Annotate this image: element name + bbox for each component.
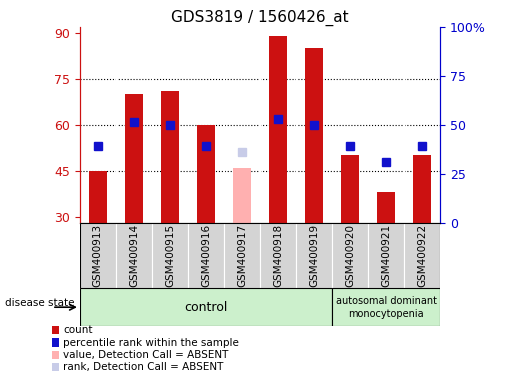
Bar bbox=[188, 27, 224, 223]
Bar bbox=[404, 223, 440, 288]
Text: disease state: disease state bbox=[5, 298, 75, 308]
Bar bbox=[80, 288, 332, 326]
Text: GSM400922: GSM400922 bbox=[417, 224, 427, 287]
Text: value, Detection Call = ABSENT: value, Detection Call = ABSENT bbox=[63, 350, 229, 360]
Bar bbox=[80, 27, 116, 223]
Text: GSM400914: GSM400914 bbox=[129, 224, 139, 287]
Bar bbox=[116, 223, 152, 288]
Text: count: count bbox=[63, 325, 93, 335]
Text: percentile rank within the sample: percentile rank within the sample bbox=[63, 338, 239, 348]
Bar bbox=[260, 27, 296, 223]
Bar bbox=[152, 223, 188, 288]
Bar bbox=[404, 27, 440, 223]
Title: GDS3819 / 1560426_at: GDS3819 / 1560426_at bbox=[171, 9, 349, 25]
Bar bbox=[197, 125, 215, 223]
Bar bbox=[152, 27, 188, 223]
Bar bbox=[332, 288, 440, 326]
Text: GSM400915: GSM400915 bbox=[165, 224, 175, 287]
Text: rank, Detection Call = ABSENT: rank, Detection Call = ABSENT bbox=[63, 362, 224, 372]
Text: GSM400919: GSM400919 bbox=[309, 224, 319, 287]
Text: autosomal dominant
monocytopenia: autosomal dominant monocytopenia bbox=[336, 296, 437, 319]
Bar bbox=[89, 171, 107, 223]
Bar bbox=[224, 27, 260, 223]
Bar bbox=[296, 223, 332, 288]
Text: GSM400913: GSM400913 bbox=[93, 224, 103, 287]
Bar bbox=[305, 48, 323, 223]
Text: GSM400917: GSM400917 bbox=[237, 224, 247, 287]
Text: GSM400916: GSM400916 bbox=[201, 224, 211, 287]
Bar bbox=[80, 223, 116, 288]
Bar bbox=[368, 27, 404, 223]
Bar bbox=[224, 223, 260, 288]
Bar bbox=[341, 156, 359, 223]
Bar bbox=[377, 192, 396, 223]
Bar bbox=[233, 168, 251, 223]
Bar bbox=[269, 36, 287, 223]
Text: GSM400918: GSM400918 bbox=[273, 224, 283, 287]
Bar bbox=[116, 27, 152, 223]
Bar bbox=[332, 27, 368, 223]
Bar bbox=[125, 94, 143, 223]
Text: GSM400920: GSM400920 bbox=[345, 224, 355, 287]
Text: GSM400921: GSM400921 bbox=[381, 224, 391, 287]
Bar bbox=[332, 223, 368, 288]
Bar bbox=[414, 156, 432, 223]
Text: control: control bbox=[184, 301, 228, 314]
Bar bbox=[260, 223, 296, 288]
Bar bbox=[161, 91, 179, 223]
Bar bbox=[188, 223, 224, 288]
Bar bbox=[368, 223, 404, 288]
Bar bbox=[296, 27, 332, 223]
